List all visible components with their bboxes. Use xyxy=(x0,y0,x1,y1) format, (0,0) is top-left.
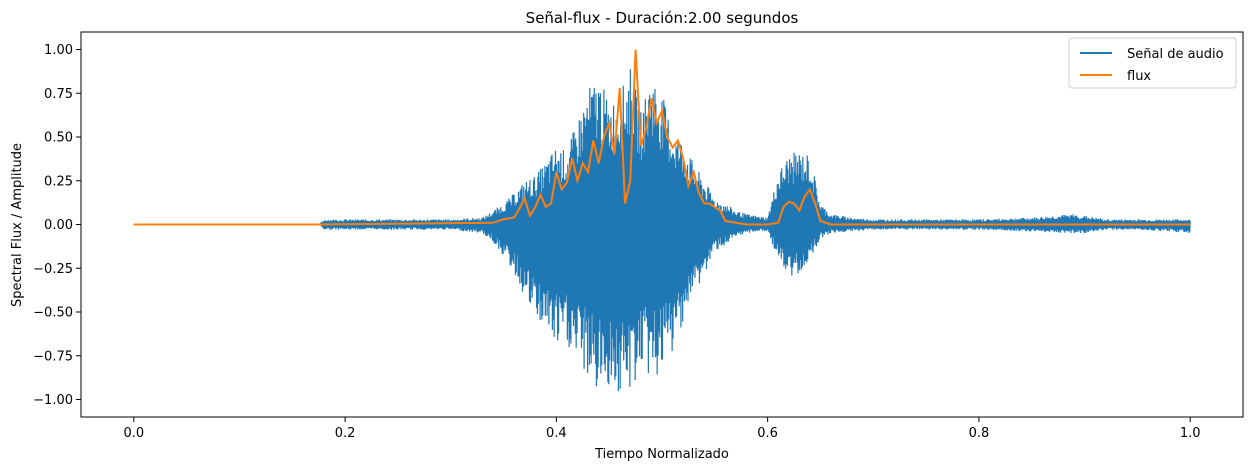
x-tick-label: 0.6 xyxy=(757,426,778,441)
y-axis-label: Spectral Flux / Amplitude xyxy=(10,143,25,307)
x-tick-label: 0.8 xyxy=(969,426,990,441)
legend-box xyxy=(1068,37,1237,89)
legend: Señal de audio flux xyxy=(1068,37,1237,89)
x-axis-label: Tiempo Normalizado xyxy=(594,447,729,462)
x-tick-label: 0.2 xyxy=(335,426,356,441)
y-tick-label: −1.00 xyxy=(33,393,73,408)
y-tick-label: 0.75 xyxy=(44,87,73,102)
y-tick-label: 0.25 xyxy=(44,174,73,189)
y-tick-label: 0.50 xyxy=(44,131,73,146)
series-flux-line xyxy=(133,49,1191,226)
legend-label-flux: flux xyxy=(1127,69,1151,84)
series-audio-line xyxy=(133,69,1191,392)
x-tick-label: 0.4 xyxy=(546,426,567,441)
y-tick-label: −0.25 xyxy=(33,262,73,277)
y-tick-label: 1.00 xyxy=(44,43,73,58)
legend-label-audio: Señal de audio xyxy=(1127,47,1224,62)
chart-title: Señal-flux - Duración:2.00 segundos xyxy=(526,9,799,27)
x-tick-label: 1.0 xyxy=(1180,426,1201,441)
y-tick-label: 0.00 xyxy=(44,218,73,233)
y-tick-label: −0.50 xyxy=(33,306,73,321)
plot-frame xyxy=(80,31,1244,418)
y-tick-label: −0.75 xyxy=(33,349,73,364)
x-tick-label: 0.0 xyxy=(123,426,144,441)
